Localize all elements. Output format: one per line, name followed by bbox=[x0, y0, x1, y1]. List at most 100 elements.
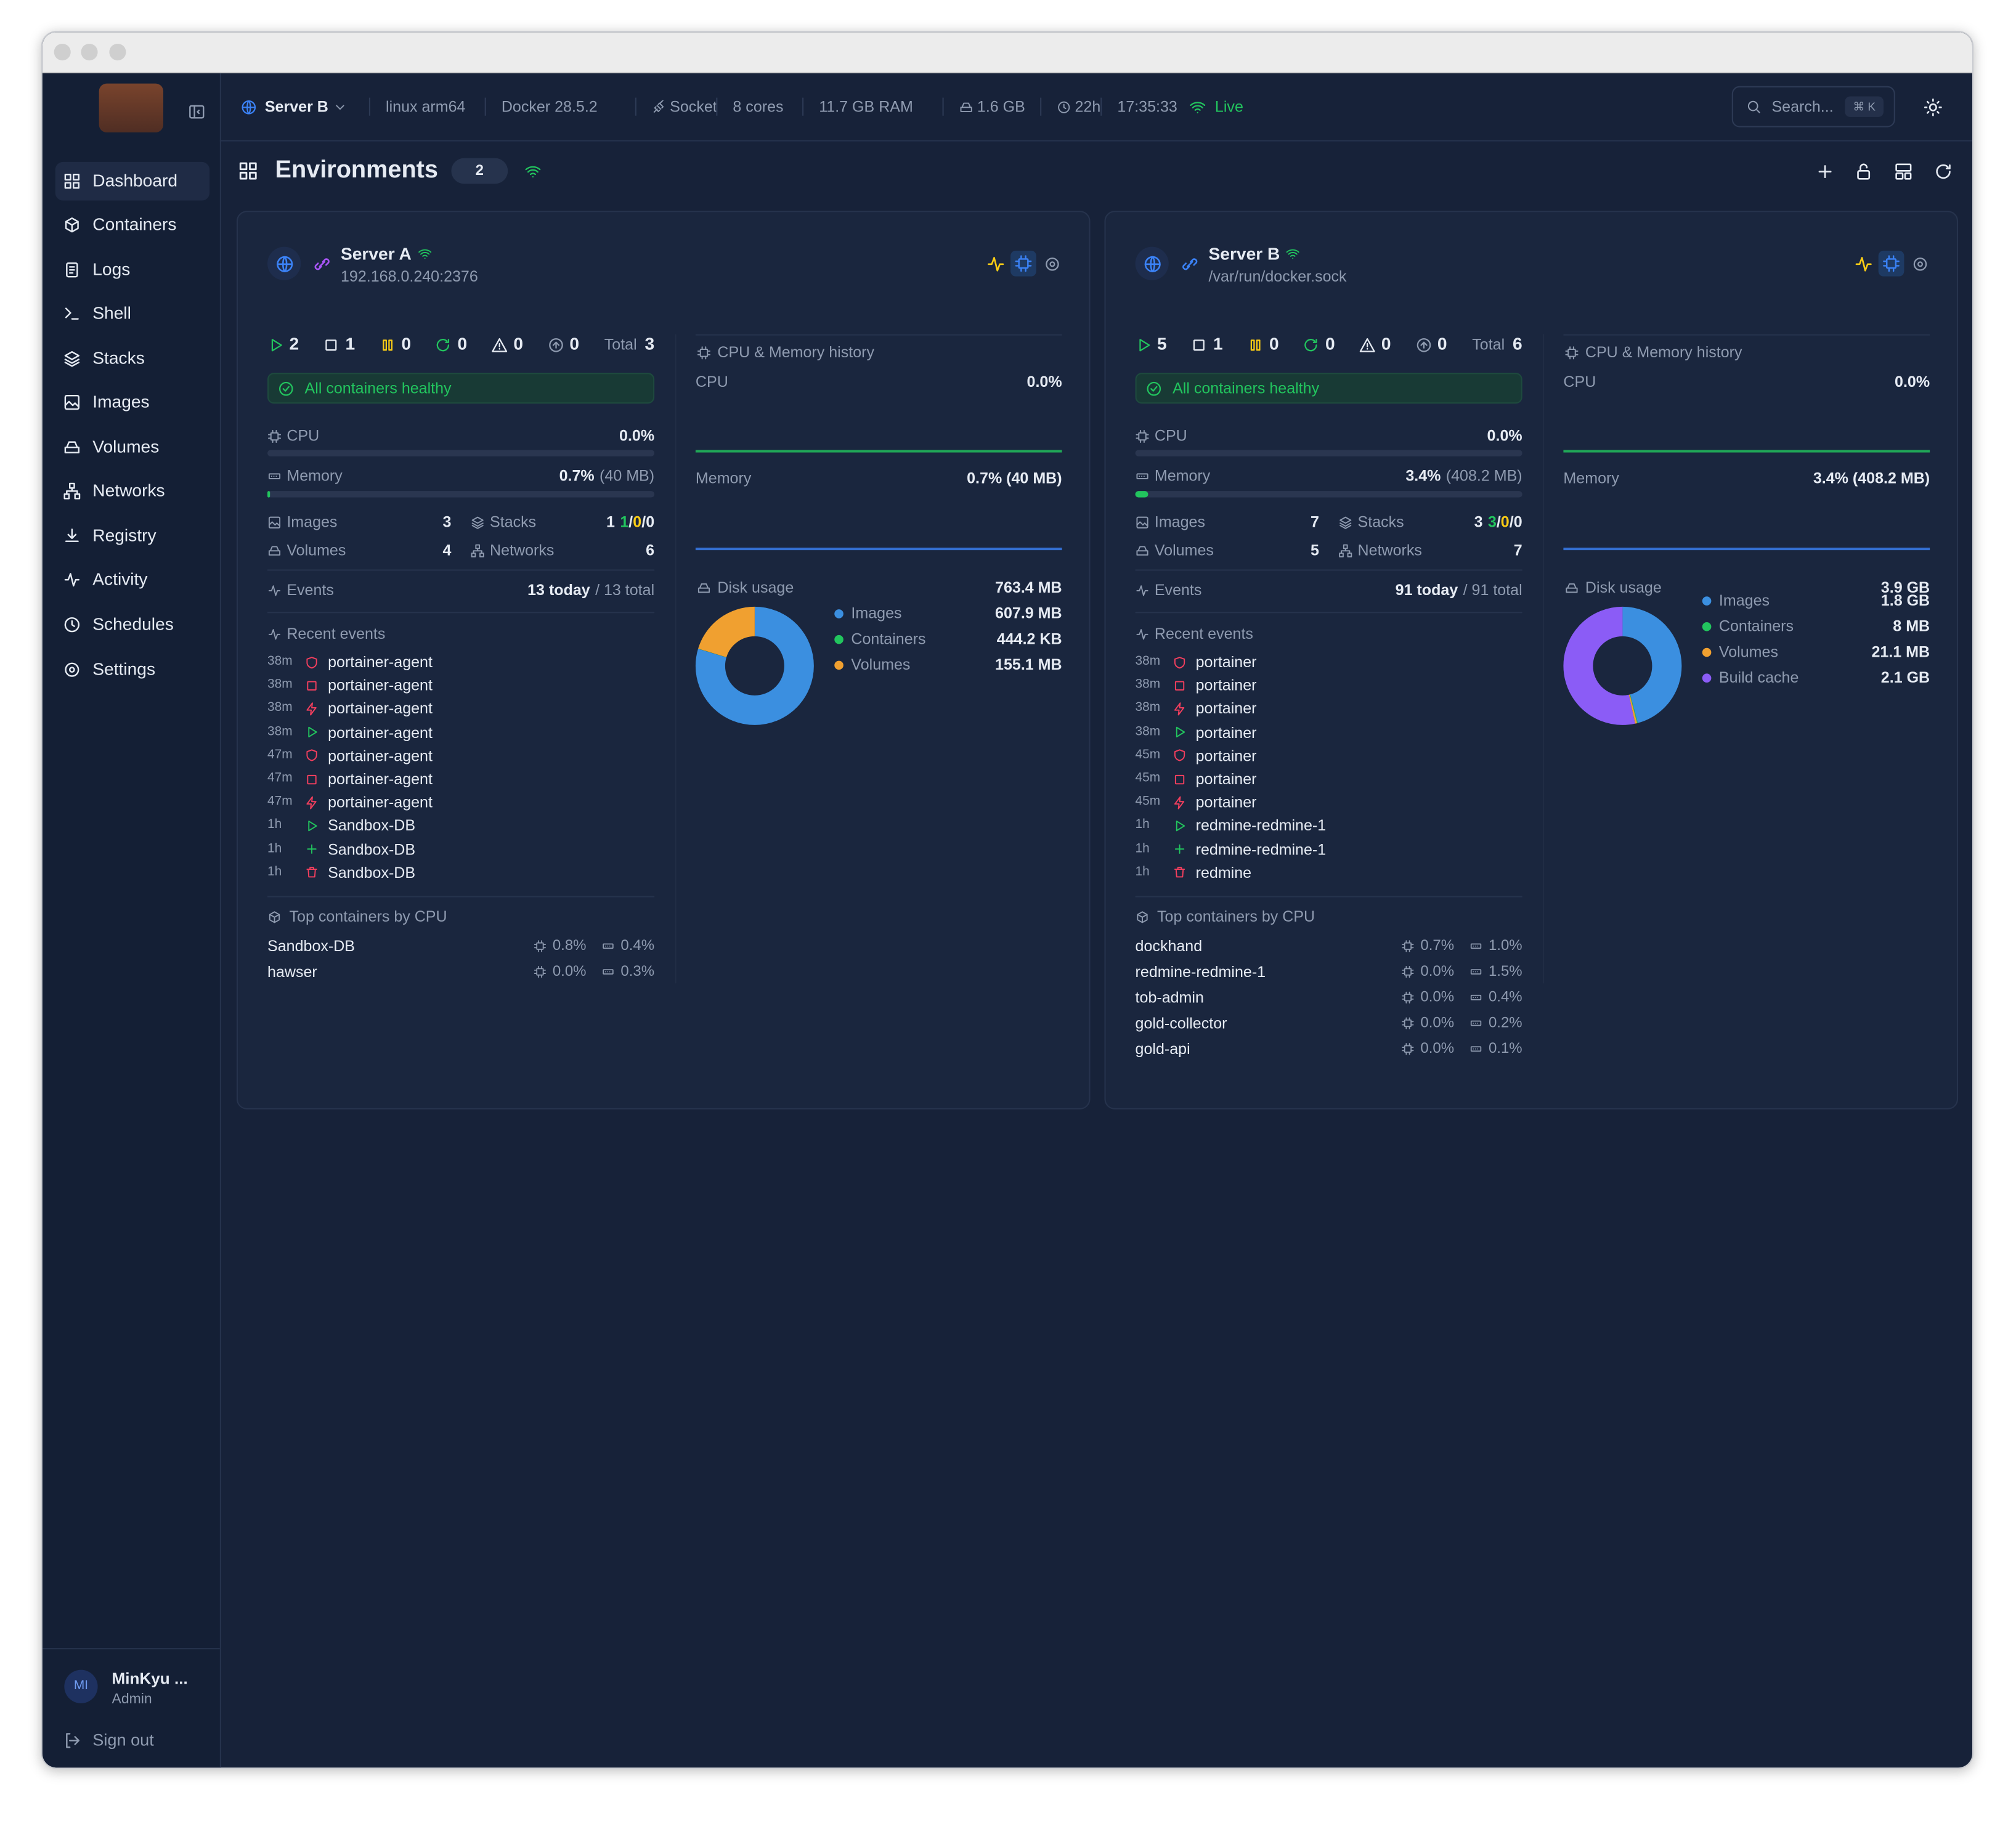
icon-zap bbox=[1173, 702, 1184, 716]
disk-donut bbox=[1563, 606, 1682, 725]
environment-card: Server B/var/run/docker.sock 5 1 0 0 0 0 Total 6… bbox=[1104, 211, 1959, 1109]
event-time: 1h bbox=[267, 817, 282, 832]
icon-box[interactable] bbox=[63, 216, 81, 234]
icon-cpu bbox=[1402, 991, 1414, 1004]
progress-track bbox=[267, 491, 655, 498]
icon-restart bbox=[437, 338, 450, 351]
legend-value: 2.1 GB bbox=[1880, 668, 1930, 687]
sep bbox=[1135, 896, 1522, 898]
history-title: CPU & Memory history bbox=[1585, 343, 1742, 362]
icon-activity[interactable] bbox=[63, 571, 81, 589]
event-name: redmine bbox=[1195, 863, 1252, 882]
container-name: dockhand bbox=[1135, 937, 1203, 955]
icon-gear[interactable] bbox=[1043, 255, 1060, 272]
state-count: 0 bbox=[457, 334, 468, 354]
memory-value: 0.7% (40 MB) bbox=[559, 465, 655, 485]
icon-play bbox=[1139, 338, 1150, 351]
event-time: 47m bbox=[267, 771, 293, 785]
container-name: hawser bbox=[267, 962, 317, 981]
window-close[interactable] bbox=[54, 43, 71, 61]
memory-label: Memory bbox=[287, 466, 343, 485]
networks-value: 7 bbox=[1513, 541, 1522, 559]
volumes-label: Volumes bbox=[1154, 541, 1214, 559]
window-minimize[interactable] bbox=[81, 43, 98, 61]
icon-logout[interactable] bbox=[63, 1732, 81, 1750]
cpu-value: 0.0% bbox=[619, 426, 655, 445]
icon-network bbox=[470, 543, 484, 557]
icon-mem bbox=[267, 472, 280, 479]
sep bbox=[368, 97, 370, 116]
search-placeholder: Search... bbox=[1771, 97, 1834, 116]
event-name: portainer-agent bbox=[328, 793, 433, 812]
icon-zap bbox=[306, 795, 316, 809]
icon-stack[interactable] bbox=[63, 349, 81, 367]
icon-clock[interactable] bbox=[63, 616, 81, 634]
health-text: All containers healthy bbox=[304, 379, 452, 397]
icon-download[interactable] bbox=[63, 527, 81, 545]
icon-check bbox=[278, 381, 293, 395]
topbar bbox=[219, 73, 1972, 142]
disk-title: Disk usage bbox=[717, 578, 794, 597]
icon-cpu[interactable] bbox=[1882, 254, 1900, 272]
icon-activity[interactable] bbox=[985, 254, 1004, 273]
progress-track bbox=[1135, 491, 1522, 498]
cpu-history-line bbox=[1563, 450, 1930, 452]
icon-image[interactable] bbox=[63, 394, 81, 412]
legend-name: Containers bbox=[1718, 617, 1794, 635]
icon-panel[interactable] bbox=[188, 103, 206, 121]
volumes-value: 4 bbox=[442, 541, 452, 559]
stacks-label: Stacks bbox=[490, 513, 537, 531]
icon-plus[interactable] bbox=[1815, 161, 1834, 180]
history-cpu-label: CPU bbox=[1563, 373, 1596, 391]
icon-stack bbox=[1339, 516, 1351, 529]
icon-box bbox=[1136, 910, 1147, 923]
icon-trash bbox=[1173, 867, 1185, 878]
sep bbox=[942, 97, 944, 116]
icon-logs[interactable] bbox=[63, 261, 81, 278]
event-name: portainer-agent bbox=[328, 699, 433, 718]
container-name: redmine-redmine-1 bbox=[1135, 962, 1266, 981]
event-name: redmine-redmine-1 bbox=[1195, 840, 1327, 859]
icon-globe[interactable] bbox=[240, 99, 256, 115]
icon-restart[interactable] bbox=[1933, 161, 1953, 180]
legend-name: Volumes bbox=[1718, 643, 1778, 661]
icon-volume bbox=[1136, 545, 1148, 555]
icon-activity[interactable] bbox=[1853, 254, 1872, 273]
search-box[interactable] bbox=[1731, 86, 1895, 128]
sep bbox=[1563, 334, 1930, 336]
nav-item: Dashboard bbox=[92, 170, 178, 190]
icon-layout[interactable] bbox=[1893, 161, 1912, 180]
env-name: Server B bbox=[1208, 244, 1280, 264]
icon-mem bbox=[1470, 969, 1482, 975]
history-memory-label: Memory bbox=[1563, 469, 1619, 487]
icon-wifi bbox=[418, 248, 431, 259]
icon-square bbox=[1174, 680, 1184, 691]
icon-terminal[interactable] bbox=[63, 305, 81, 323]
event-name: portainer-agent bbox=[328, 653, 433, 671]
icon-network[interactable] bbox=[63, 482, 81, 500]
cpu-value: 0.0% bbox=[1487, 426, 1522, 445]
icon-wifi bbox=[1285, 248, 1299, 259]
icon-gear[interactable] bbox=[1911, 255, 1928, 272]
memory-percent: 0.7% bbox=[559, 466, 595, 485]
icon-gear[interactable] bbox=[63, 660, 81, 678]
icon-warn bbox=[492, 337, 507, 352]
icon-lock[interactable] bbox=[1854, 161, 1873, 180]
event-name: redmine-redmine-1 bbox=[1195, 816, 1327, 835]
icon-play bbox=[307, 820, 317, 832]
event-time: 1h bbox=[267, 864, 282, 879]
icon-volume[interactable] bbox=[63, 438, 81, 456]
icon-cpu[interactable] bbox=[1014, 254, 1032, 272]
icon-square bbox=[1174, 774, 1184, 784]
icon-grid[interactable] bbox=[63, 172, 81, 190]
event-name: portainer bbox=[1195, 723, 1257, 742]
icon-chevron[interactable] bbox=[332, 100, 346, 114]
stacks-value: 1 1/0/0 bbox=[606, 512, 654, 532]
icon-mem bbox=[1470, 1046, 1482, 1052]
icon-sun[interactable] bbox=[1923, 97, 1942, 116]
window-zoom[interactable] bbox=[109, 43, 126, 61]
event-name: portainer bbox=[1195, 676, 1257, 695]
sep bbox=[802, 97, 804, 116]
sep bbox=[1135, 612, 1522, 614]
stacks-part: / bbox=[628, 513, 633, 531]
